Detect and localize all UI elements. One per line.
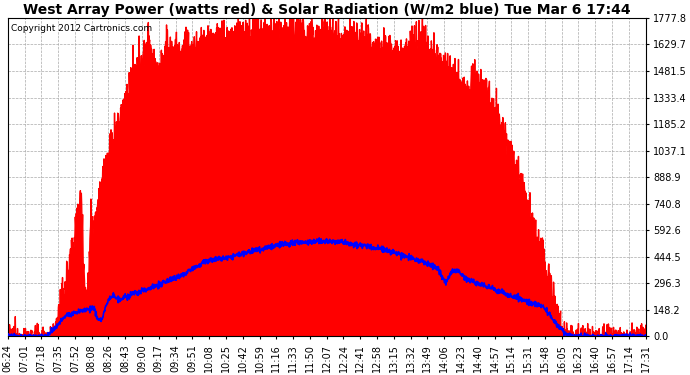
Title: West Array Power (watts red) & Solar Radiation (W/m2 blue) Tue Mar 6 17:44: West Array Power (watts red) & Solar Rad…	[23, 3, 631, 17]
Text: Copyright 2012 Cartronics.com: Copyright 2012 Cartronics.com	[11, 24, 152, 33]
